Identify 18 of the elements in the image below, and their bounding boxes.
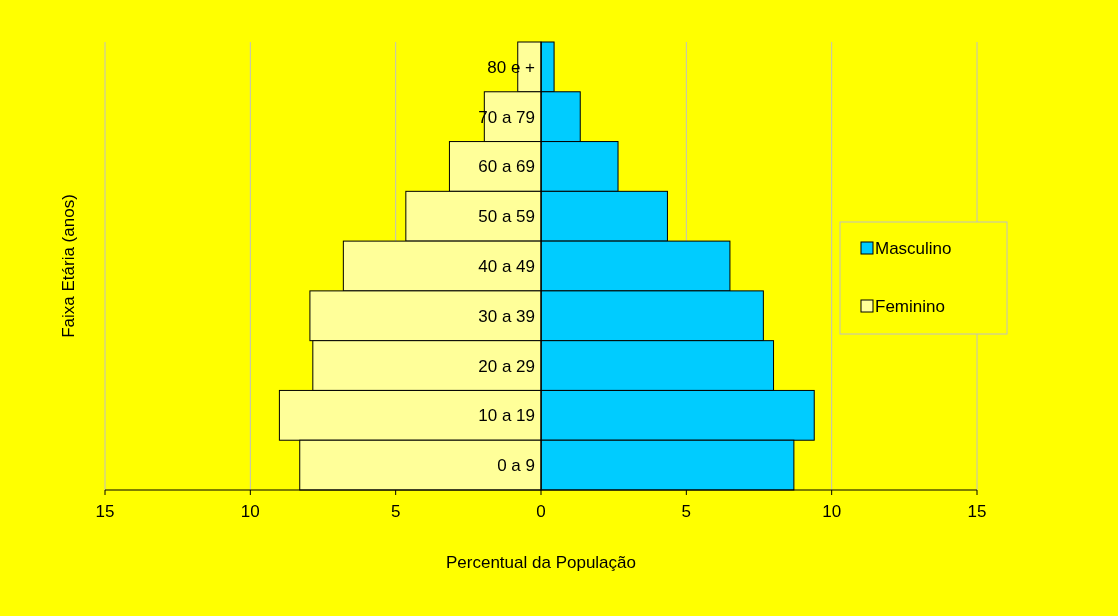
y-tick-label: 50 a 59: [478, 207, 535, 227]
y-tick-label: 0 a 9: [497, 456, 535, 476]
y-tick-label: 30 a 39: [478, 306, 535, 326]
y-tick-label: 40 a 49: [478, 256, 535, 276]
x-tick-label: 15: [95, 502, 115, 521]
y-axis-title: Faixa Etária (anos): [59, 194, 78, 338]
legend-label: Masculino: [875, 238, 952, 258]
x-tick-label: 15: [967, 502, 987, 521]
x-tick-label: 0: [536, 502, 546, 521]
x-tick-label: 5: [681, 502, 692, 521]
y-tick-label: 20 a 29: [478, 356, 535, 376]
x-tick-label: 5: [390, 502, 401, 521]
x-tick-label: 10: [240, 502, 260, 521]
legend-label: Feminino: [875, 296, 945, 316]
y-tick-label: 10 a 19: [478, 406, 535, 426]
x-axis-title: Percentual da População: [446, 553, 636, 572]
y-tick-label: 60 a 69: [478, 157, 535, 177]
x-tick-label: 10: [822, 502, 842, 521]
